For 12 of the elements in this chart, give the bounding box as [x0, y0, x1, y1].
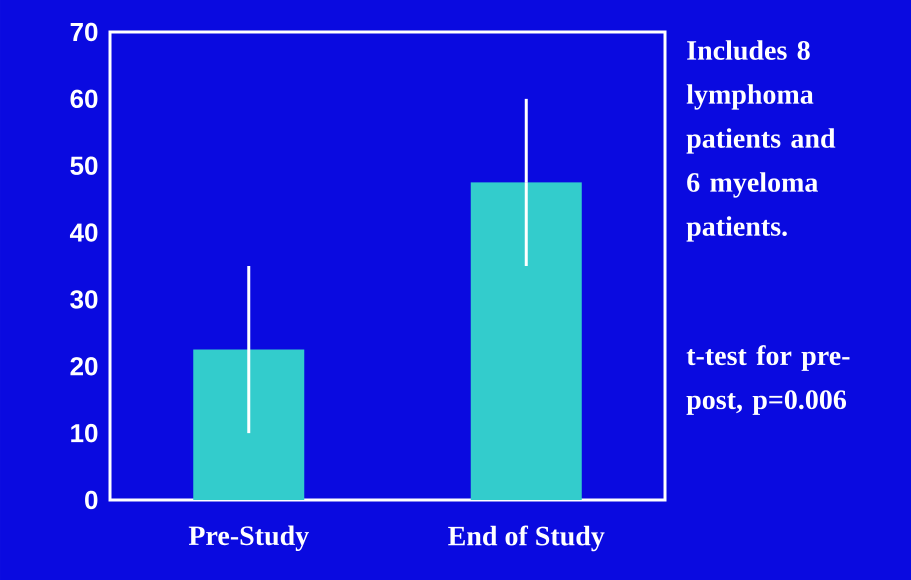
y-tick-label: 10 — [71, 424, 98, 442]
y-tick-label: 60 — [70, 90, 98, 108]
y-tick-label: 30 — [70, 290, 98, 309]
y-tick-label: 0 — [85, 490, 98, 510]
text: t-test for pre-post, p=0.006 — [686, 345, 850, 415]
text: Includes 8 lymphoma patients and 6 myeloma patients. — [686, 40, 836, 242]
y-tick-label: 40 — [70, 223, 98, 242]
y-tick-label: 20 — [70, 357, 98, 376]
y-tick-label: 50 — [70, 156, 98, 175]
x-tick-label: Pre-Study — [188, 526, 309, 551]
y-tick-label: 70 — [70, 22, 98, 42]
x-tick-label: End of Study — [448, 526, 605, 552]
